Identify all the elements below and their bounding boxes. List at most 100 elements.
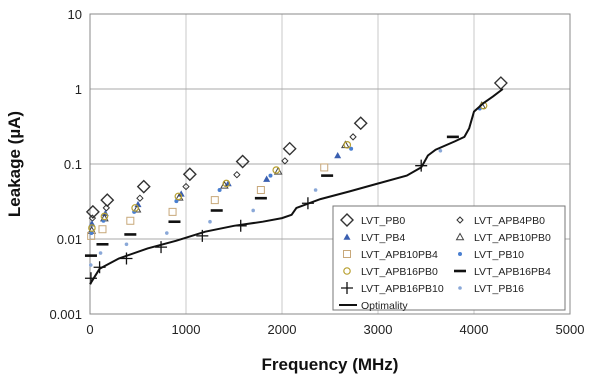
legend-item: LVT_APB10PB4 (343, 249, 438, 261)
point-dot (89, 231, 94, 236)
legend-label: LVT_APB4PB0 (474, 215, 545, 227)
point-star (438, 148, 443, 153)
point-star (98, 251, 103, 255)
x-tick-label: 4000 (460, 322, 489, 337)
point-square (210, 196, 219, 205)
legend-item: LVT_APB16PB0 (343, 266, 438, 278)
point-open-triangle (220, 180, 229, 189)
y-tick-label: 1 (75, 82, 82, 97)
point-dot (268, 173, 273, 178)
point-small-diamond (102, 204, 111, 212)
series-optimality (89, 88, 504, 285)
point-square (320, 163, 329, 172)
series-lvt-apb16pb4 (84, 135, 459, 257)
point-circle (100, 212, 109, 221)
legend-item: LVT_PB16 (458, 283, 524, 295)
x-tick-label: 3000 (364, 322, 393, 337)
point-star (88, 263, 93, 267)
point-open-triangle (455, 232, 465, 241)
series-lvt-apb4pb0 (88, 133, 357, 222)
legend-item: LVT_PB0 (340, 213, 405, 227)
point-diamond (353, 116, 368, 131)
x-axis-ticks: 0 1000 2000 3000 4000 5000 (86, 322, 584, 337)
point-diamond (182, 167, 197, 182)
legend-label: LVT_APB16PB0 (361, 266, 438, 278)
legend-item: LVT_APB4PB0 (456, 215, 545, 227)
x-tick-label: 0 (86, 322, 93, 337)
point-star (458, 286, 462, 290)
point-star (251, 208, 255, 213)
point-circle (174, 192, 183, 201)
legend-label: LVT_APB16PB10 (361, 283, 444, 295)
point-square (168, 207, 177, 216)
point-plus (120, 252, 133, 265)
point-diamond (282, 141, 297, 156)
x-tick-label: 1000 (172, 322, 201, 337)
legend-item: LVT_APB10PB0 (455, 232, 551, 244)
legend-label: LVT_PB4 (361, 232, 405, 244)
point-triangle (334, 151, 342, 159)
point-diamond (235, 154, 250, 169)
legend-label: LVT_APB10PB0 (474, 232, 551, 244)
x-axis-title: Frequency (MHz) (262, 355, 399, 374)
point-circle (343, 267, 351, 275)
point-dot (174, 199, 179, 204)
point-plus (341, 282, 353, 294)
point-star (165, 231, 169, 235)
point-star (313, 188, 318, 192)
point-circle (222, 179, 231, 188)
point-small-diamond (456, 216, 464, 224)
point-star (208, 219, 212, 224)
point-small-diamond (349, 133, 357, 141)
series-layer (84, 76, 508, 285)
legend-label: LVT_PB0 (361, 215, 405, 227)
series-lvt-pb16 (88, 148, 443, 267)
point-diamond (85, 204, 100, 219)
point-triangle (263, 175, 271, 182)
legend-label: LVT_PB10 (474, 249, 524, 261)
point-small-diamond (281, 157, 289, 165)
point-circle (343, 141, 352, 149)
y-axis-title: Leakage (µA) (5, 111, 24, 217)
y-tick-label: 10 (68, 7, 82, 22)
point-small-diamond (136, 194, 144, 202)
legend: LVT_PB0 LVT_APB4PB0 LVT_PB4 LVT_APB10PB0 LVT… (332, 205, 566, 312)
legend-item: LVT_APB16PB4 (454, 266, 551, 278)
point-diamond (100, 193, 115, 208)
plot-area (89, 13, 571, 315)
y-tick-label: 0.001 (49, 307, 82, 322)
point-triangle (134, 200, 142, 208)
point-plus (155, 241, 168, 254)
point-small-diamond (233, 170, 241, 179)
point-circle (131, 204, 139, 212)
legend-item: Optimality (339, 300, 408, 312)
point-square (343, 250, 351, 258)
point-triangle (343, 233, 351, 240)
optimality-line (89, 88, 504, 285)
y-axis-ticks: 0.001 0.01 0.1 1 10 (49, 7, 82, 322)
point-dot (458, 252, 462, 256)
y-tick-label: 0.01 (57, 232, 82, 247)
x-tick-label: 5000 (556, 322, 585, 337)
legend-item: LVT_PB4 (343, 232, 405, 244)
point-square (98, 225, 107, 234)
series-lvt-pb0 (85, 76, 508, 219)
point-dot (217, 188, 222, 193)
legend-item: LVT_PB10 (458, 249, 524, 261)
point-diamond (493, 76, 508, 91)
series-lvt-pb4 (88, 151, 342, 227)
point-circle (272, 166, 281, 174)
point-diamond (340, 213, 354, 227)
series-lvt-apb10pb4 (87, 163, 329, 240)
point-square (256, 186, 265, 195)
legend-item: LVT_APB16PB10 (341, 282, 444, 295)
point-dot (349, 146, 354, 151)
y-tick-label: 0.1 (64, 157, 82, 172)
point-star (124, 242, 129, 247)
legend-label: LVT_PB16 (474, 283, 524, 295)
legend-box (332, 205, 566, 311)
legend-label: Optimality (361, 300, 408, 312)
point-diamond (136, 179, 151, 194)
point-circle (88, 224, 96, 232)
